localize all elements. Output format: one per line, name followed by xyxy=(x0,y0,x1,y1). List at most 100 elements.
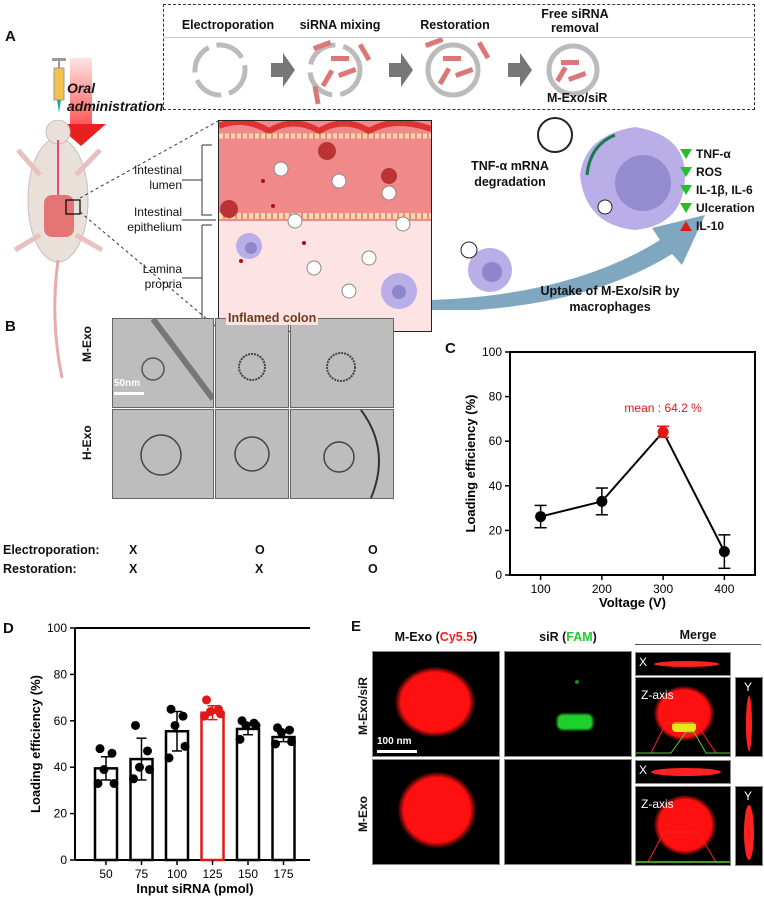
exosome-mixing xyxy=(307,40,372,105)
y-tick-label: 20 xyxy=(489,523,503,537)
y-tick-label: 80 xyxy=(489,390,503,404)
macrophage-large xyxy=(537,117,685,230)
inflamed-colon-label: Inflamed colon xyxy=(226,311,319,325)
x-tick-label: 75 xyxy=(135,867,149,881)
degradation-label: TNF-α mRNA degradation xyxy=(471,159,549,189)
y-tick-label: 80 xyxy=(54,667,68,681)
y-tick-label: 60 xyxy=(54,714,68,728)
tem-image xyxy=(215,409,289,499)
workflow-box xyxy=(163,4,755,110)
data-point xyxy=(718,546,730,558)
data-point xyxy=(95,744,105,754)
scale-bar-label: 50nm xyxy=(114,378,141,389)
column-header-merge: Merge xyxy=(635,628,761,645)
condition-value: O xyxy=(368,543,378,557)
workflow-illustration xyxy=(192,38,600,105)
merge-y-projection: Y xyxy=(735,786,763,866)
condition-label-restoration: Restoration: xyxy=(3,562,77,576)
y-tick-label: 60 xyxy=(489,434,503,448)
down-arrow-icon xyxy=(680,203,692,213)
data-point xyxy=(180,741,190,751)
chart-voltage: 0 20 40 60 80 100 100 200 300 400 Voltage (V) Loadi… xyxy=(463,345,756,610)
data-point xyxy=(277,727,286,737)
merge-z-axis: Z-axis xyxy=(635,786,731,866)
data-point xyxy=(657,426,669,438)
panel-label-b: B xyxy=(5,318,16,335)
exosome-restored xyxy=(424,38,491,98)
panel-label-c: C xyxy=(445,340,456,357)
mouse-illustration xyxy=(13,120,104,379)
step-restoration: Restoration xyxy=(420,18,490,32)
exosome-porated xyxy=(192,42,248,98)
bar xyxy=(271,735,296,862)
y-axis-label: Loading efficiency (%) xyxy=(28,675,43,813)
series-line xyxy=(540,430,726,553)
layer-label-lamina-propria: Lamina propria xyxy=(142,262,182,291)
arrow-icon xyxy=(389,53,413,87)
data-point xyxy=(99,765,109,775)
scale-bar xyxy=(377,750,417,753)
uptake-arrow xyxy=(432,215,705,310)
down-arrow-icon xyxy=(680,167,692,177)
up-arrow-icon xyxy=(680,221,692,231)
data-point xyxy=(131,720,140,730)
tem-image xyxy=(215,318,289,408)
step-electroporation: Electroporation xyxy=(181,18,275,32)
inflamed-colon-box xyxy=(218,120,432,332)
y-tick-label: 0 xyxy=(495,568,502,582)
layer-label-epithelium: Intestinal epithelium xyxy=(127,205,182,234)
x-tick-label: 150 xyxy=(238,867,258,881)
scale-bar xyxy=(114,392,144,395)
x-tick-label: 50 xyxy=(99,867,113,881)
tem-image xyxy=(290,318,394,408)
axis-x-label: X xyxy=(639,655,648,669)
effect-ros: ROS xyxy=(680,163,755,181)
y-tick-label: 0 xyxy=(60,853,67,867)
x-tick-label: 400 xyxy=(714,582,734,596)
bar xyxy=(235,727,261,862)
fluorescence-image-fam xyxy=(504,651,632,757)
panel-label-e: E xyxy=(351,618,362,635)
effect-il1b-il6: IL-1β, IL-6 xyxy=(680,181,755,199)
data-point xyxy=(129,774,138,784)
data-point xyxy=(107,748,117,758)
condition-value: X xyxy=(255,562,264,576)
y-tick-label: 100 xyxy=(47,621,67,635)
data-point xyxy=(202,695,211,705)
panel-label-a: A xyxy=(5,28,16,45)
layer-label-lumen: Intestinal lumen xyxy=(133,163,182,192)
tem-image xyxy=(290,409,394,499)
tem-image xyxy=(112,409,214,499)
axis-z-label: Z-axis xyxy=(641,688,674,702)
y-tick-label: 40 xyxy=(54,760,68,774)
data-point xyxy=(109,778,119,788)
mean-annotation: mean : 64.2 % xyxy=(624,401,702,415)
row-label-m-exo: M-Exo xyxy=(80,326,94,362)
macrophage-small xyxy=(460,241,512,292)
down-arrow-icon xyxy=(680,149,692,159)
data-point xyxy=(93,778,103,788)
data-point xyxy=(135,762,144,772)
effect-il10: IL-10 xyxy=(680,217,755,235)
y-axis-label: Loading efficiency (%) xyxy=(463,395,478,533)
down-arrow-icon xyxy=(680,185,692,195)
data-point xyxy=(216,709,225,719)
product-label: M-Exo/siR xyxy=(547,91,608,105)
zoom-lines xyxy=(79,119,221,331)
condition-value: X xyxy=(129,543,138,557)
data-point xyxy=(164,753,174,763)
axis-y-label: Y xyxy=(744,680,753,694)
data-point xyxy=(143,746,152,756)
administration-label: administration xyxy=(67,98,164,114)
layer-brackets xyxy=(182,144,216,335)
axis-z-label: Z-axis xyxy=(641,797,674,811)
condition-value: O xyxy=(368,562,378,576)
data-point xyxy=(251,720,261,730)
condition-label-electroporation: Electroporation: xyxy=(3,543,100,557)
merge-x-projection: X xyxy=(635,652,731,676)
row-label-h-exo: H-Exo xyxy=(80,425,94,460)
merge-x-projection: X xyxy=(635,760,731,784)
syringe-icon xyxy=(52,58,66,113)
data-point xyxy=(170,720,180,730)
data-point xyxy=(200,711,209,721)
